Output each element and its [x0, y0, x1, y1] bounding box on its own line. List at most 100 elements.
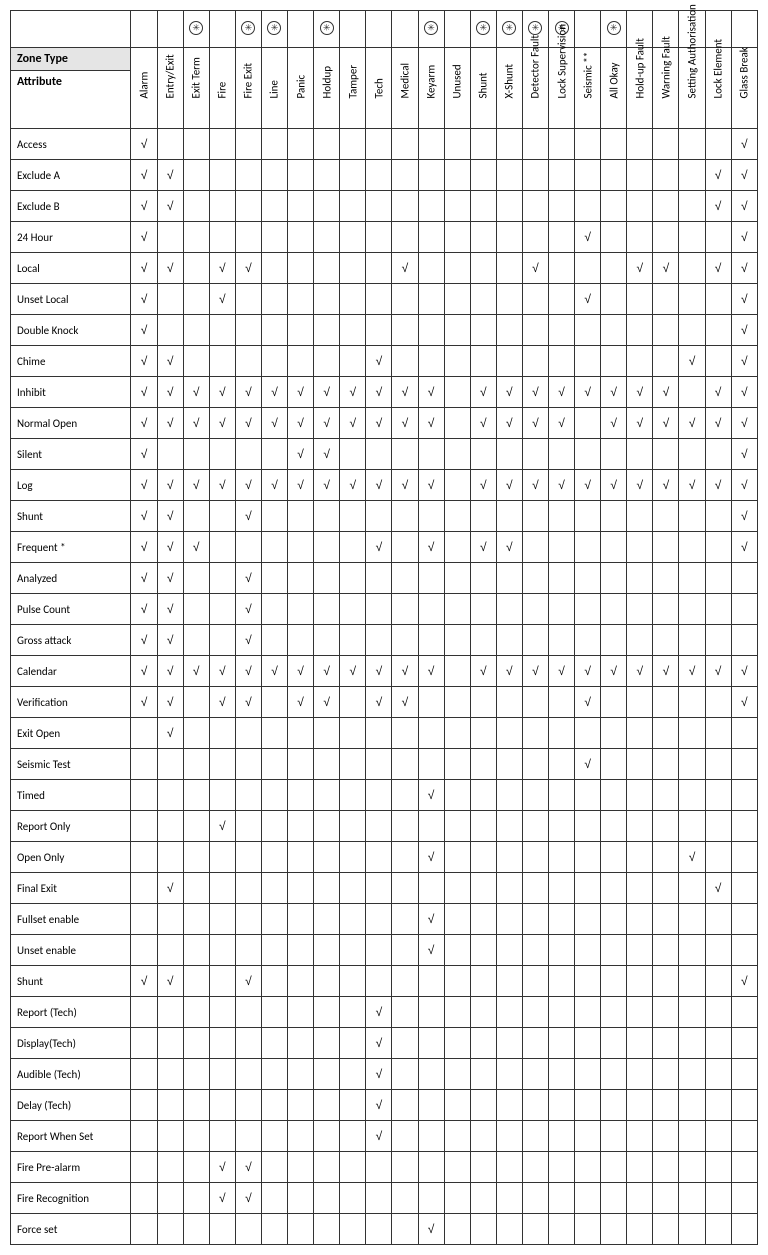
check-cell — [444, 594, 470, 625]
check-cell — [522, 1152, 548, 1183]
check-cell: √ — [235, 377, 261, 408]
check-cell — [418, 129, 444, 160]
check-cell — [627, 625, 653, 656]
check-cell — [679, 532, 705, 563]
check-cell — [496, 997, 522, 1028]
check-cell — [470, 129, 496, 160]
table-row: Force set√ — [11, 1214, 758, 1245]
check-cell — [653, 904, 679, 935]
check-cell — [131, 780, 157, 811]
check-cell: √ — [575, 377, 601, 408]
table-row: Frequent *√√√√√√√√ — [11, 532, 758, 563]
check-cell — [575, 966, 601, 997]
check-cell — [235, 1121, 261, 1152]
check-cell — [522, 687, 548, 718]
row-label: Display(Tech) — [11, 1028, 131, 1059]
check-cell — [314, 346, 340, 377]
check-cell — [392, 842, 418, 873]
icon-cell — [157, 11, 183, 48]
check-cell — [209, 160, 235, 191]
check-cell: √ — [157, 625, 183, 656]
check-cell — [288, 749, 314, 780]
check-cell — [261, 532, 287, 563]
check-cell — [314, 625, 340, 656]
check-cell — [314, 129, 340, 160]
column-header-label: Alarm — [138, 78, 151, 98]
check-cell — [548, 1059, 574, 1090]
column-header: Panic — [288, 48, 314, 129]
column-header: Glass Break — [731, 48, 757, 129]
check-cell: √ — [392, 408, 418, 439]
check-cell — [314, 1028, 340, 1059]
check-cell — [653, 222, 679, 253]
check-cell: √ — [157, 470, 183, 501]
check-cell: √ — [209, 1152, 235, 1183]
check-cell — [444, 470, 470, 501]
check-cell — [288, 284, 314, 315]
check-cell — [235, 160, 261, 191]
check-cell — [340, 1121, 366, 1152]
check-cell: √ — [496, 532, 522, 563]
check-cell: √ — [731, 656, 757, 687]
check-cell — [496, 749, 522, 780]
check-cell — [653, 532, 679, 563]
check-cell: √ — [157, 718, 183, 749]
check-cell — [209, 222, 235, 253]
check-cell — [470, 594, 496, 625]
check-cell: √ — [157, 377, 183, 408]
column-header: Exit Term — [183, 48, 209, 129]
check-cell — [470, 997, 496, 1028]
check-cell — [444, 935, 470, 966]
check-cell: √ — [157, 966, 183, 997]
check-cell — [705, 811, 731, 842]
check-cell — [444, 811, 470, 842]
check-cell — [522, 997, 548, 1028]
check-cell — [444, 377, 470, 408]
column-header-label: Lock Element — [712, 78, 725, 98]
table-row: 24 Hour√√√ — [11, 222, 758, 253]
icon-cell — [418, 11, 444, 48]
check-cell: √ — [575, 687, 601, 718]
check-cell: √ — [131, 625, 157, 656]
check-cell — [679, 284, 705, 315]
check-cell — [340, 160, 366, 191]
icon-cell — [366, 11, 392, 48]
check-cell — [679, 1121, 705, 1152]
check-cell: √ — [731, 532, 757, 563]
check-cell — [366, 718, 392, 749]
check-cell — [392, 749, 418, 780]
check-cell — [627, 842, 653, 873]
check-cell — [235, 129, 261, 160]
check-cell — [470, 563, 496, 594]
icon-cell — [131, 11, 157, 48]
column-header: Shunt — [470, 48, 496, 129]
check-cell: √ — [183, 377, 209, 408]
check-cell — [209, 842, 235, 873]
check-cell — [157, 780, 183, 811]
check-cell — [392, 873, 418, 904]
check-cell — [705, 129, 731, 160]
check-cell — [235, 811, 261, 842]
check-cell — [183, 501, 209, 532]
check-cell: √ — [340, 656, 366, 687]
check-cell — [705, 966, 731, 997]
check-cell — [157, 935, 183, 966]
check-cell: √ — [157, 532, 183, 563]
check-cell — [575, 501, 601, 532]
check-cell — [575, 129, 601, 160]
check-cell — [314, 873, 340, 904]
check-cell — [366, 1152, 392, 1183]
check-cell — [731, 1152, 757, 1183]
check-cell — [627, 439, 653, 470]
check-cell — [314, 1214, 340, 1245]
check-cell — [496, 594, 522, 625]
check-cell: √ — [366, 656, 392, 687]
row-label: Analyzed — [11, 563, 131, 594]
table-row: Analyzed√√√ — [11, 563, 758, 594]
check-cell — [209, 594, 235, 625]
check-cell: √ — [157, 594, 183, 625]
check-cell — [183, 718, 209, 749]
check-cell: √ — [653, 377, 679, 408]
check-cell: √ — [653, 253, 679, 284]
column-header-label: Fire — [216, 78, 229, 98]
